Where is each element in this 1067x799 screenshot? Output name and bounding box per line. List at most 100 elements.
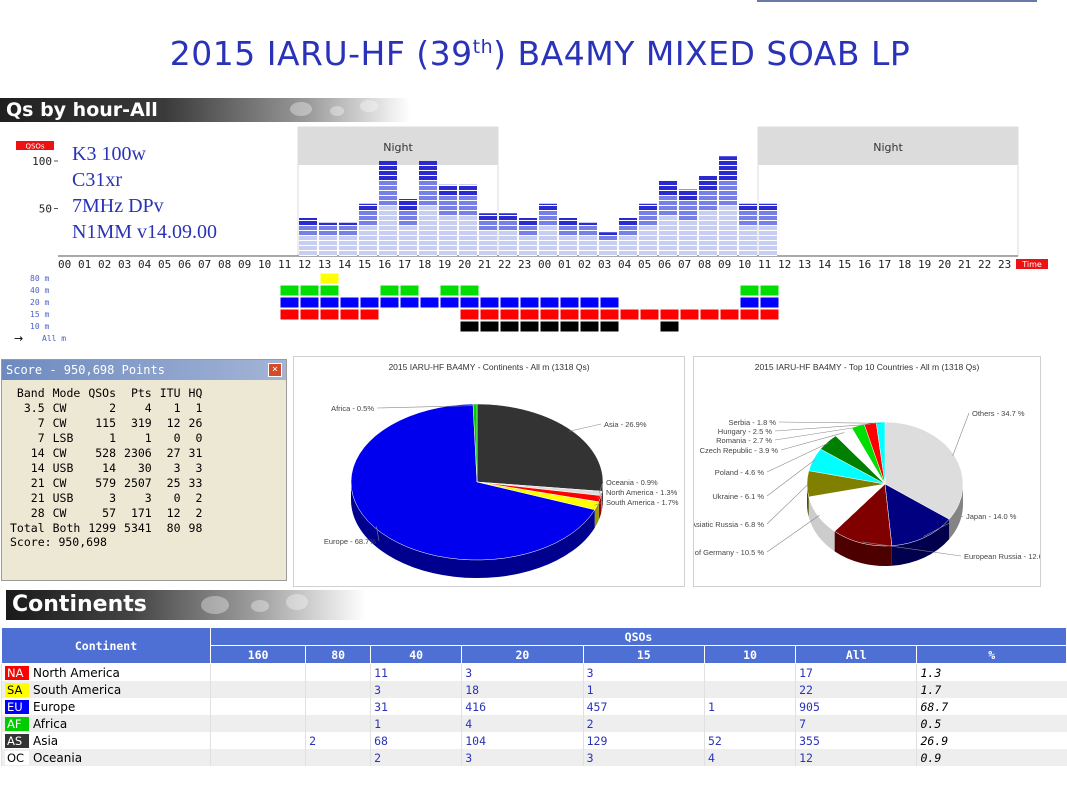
band-cell: [279, 308, 300, 321]
close-icon[interactable]: ×: [268, 363, 282, 377]
score-cell: 98: [188, 520, 203, 535]
pie-slice-label: Serbia - 1.8 %: [728, 418, 776, 427]
qso-cell: 17: [795, 663, 917, 681]
qso-cell: 905: [795, 698, 917, 715]
hour-bar: [619, 218, 637, 256]
x-tick-label: 14: [338, 258, 352, 271]
score-col-header: QSOs: [88, 385, 117, 400]
band-cell: [759, 296, 780, 309]
pie-leader-line: [376, 526, 380, 542]
hour-bar: [439, 184, 457, 256]
band-activity-grid: 80 m 40 m 20 m 15 m 10 m All m →: [14, 272, 780, 345]
score-cell: LSB: [52, 430, 74, 445]
score-cell: 2: [109, 400, 117, 415]
band-row-label: 80 m: [30, 274, 49, 283]
x-tick-label: 02: [578, 258, 591, 271]
score-col-header: Mode: [52, 385, 81, 400]
band-col-header: 160: [209, 645, 307, 664]
continent-row: OC Oceania 2 3 3 4 12 0.9: [1, 749, 1067, 766]
score-cell: 115: [95, 415, 117, 430]
score-row: Total Both 1299 5341 80 98: [6, 520, 206, 535]
x-tick-label: 13: [318, 258, 331, 271]
pie-leader-line: [923, 515, 964, 537]
x-tick-label: 02: [98, 258, 111, 271]
pie-slice: [476, 403, 604, 492]
score-cell: 14: [30, 445, 45, 460]
band-cell: [439, 296, 460, 309]
qsos-header: QSOs: [210, 627, 1067, 646]
band-cell: [559, 308, 580, 321]
continent-name: Europe: [33, 699, 76, 714]
qso-cell: 1.7: [916, 681, 1067, 698]
score-row: 7 LSB 1 1 0 0: [6, 430, 206, 445]
hour-bar: [459, 184, 477, 256]
hour-bar: [679, 189, 697, 256]
score-cell: Total: [10, 520, 45, 535]
score-cell: 0: [173, 430, 181, 445]
hour-bar: [699, 175, 717, 256]
score-cell: CW: [52, 445, 67, 460]
x-tick-label: 09: [718, 258, 731, 271]
x-tick-label: 22: [978, 258, 991, 271]
top-rule: [757, 0, 1037, 2]
band-row-label: 20 m: [30, 298, 49, 307]
qso-cell: [209, 698, 306, 715]
qso-cell: 416: [461, 698, 584, 715]
continent-name-cell: OC Oceania: [1, 749, 211, 766]
band-cell: [379, 284, 400, 297]
pie-leader-line: [376, 405, 476, 409]
pie-slice-label: Romania - 2.7 %: [716, 436, 772, 445]
hour-bar: [659, 180, 677, 256]
continent-name-cell: SA South America: [1, 681, 211, 698]
band-cell: [459, 296, 480, 309]
band-cell: [519, 296, 540, 309]
band-cell: [459, 320, 480, 333]
pie-slice-side: [891, 519, 950, 566]
qso-cell: 7: [795, 715, 917, 732]
pie-slice-label: Others - 34.7 %: [972, 409, 1025, 418]
qso-cell: 26.9: [916, 732, 1067, 749]
countries-pie-chart: 2015 IARU-HF BA4MY - Top 10 Countries - …: [677, 362, 1052, 566]
night-header: [298, 127, 498, 165]
band-row-label: All m: [42, 334, 66, 343]
band-cell: [299, 284, 320, 297]
hour-bar: [299, 218, 317, 256]
score-cell: 5341: [124, 520, 152, 535]
band-cell: [439, 284, 460, 297]
x-tick-label: 12: [298, 258, 311, 271]
score-cell: CW: [52, 505, 67, 520]
x-axis-label: Time: [1021, 260, 1042, 269]
x-tick-label: 07: [198, 258, 211, 271]
continent-name: South America: [33, 682, 122, 697]
hour-bar: [419, 161, 437, 256]
x-tick-label: 06: [658, 258, 671, 271]
qso-cell: 1.3: [916, 663, 1067, 681]
pie-slice-label: Japan - 14.0 %: [966, 512, 1017, 521]
pie-slice-label: Africa - 0.5%: [331, 404, 374, 413]
score-cell: 1: [195, 400, 203, 415]
score-cell: 27: [166, 445, 181, 460]
hour-bar: [399, 199, 417, 256]
score-cell: 80: [166, 520, 181, 535]
pie-leader-line: [598, 481, 604, 494]
x-tick-label: 18: [898, 258, 911, 271]
pie-slice-label: Asia - 26.9%: [604, 420, 647, 429]
band-cell: [479, 296, 500, 309]
x-tick-label: 10: [258, 258, 271, 271]
pie-leader-line: [594, 501, 604, 506]
qs-by-hour-banner: Qs by hour-All: [0, 98, 410, 122]
pie-title: 2015 IARU-HF BA4MY - Continents - All m …: [388, 362, 589, 372]
continent-header: Continent: [1, 627, 211, 664]
score-col-header: Band: [16, 385, 45, 400]
continent-name-cell: NA North America: [1, 663, 211, 681]
band-cell: [579, 320, 600, 333]
pie-leader-line: [766, 514, 820, 553]
night-header: [758, 127, 1018, 165]
score-cell: 57: [102, 505, 117, 520]
qso-cell: 2: [370, 749, 462, 766]
score-cell: 33: [188, 475, 203, 490]
score-cell: 4: [144, 400, 152, 415]
band-cell: [399, 284, 420, 297]
score-row: 21 CW 579 2507 25 33: [6, 475, 206, 490]
qso-cell: 3: [582, 663, 705, 681]
